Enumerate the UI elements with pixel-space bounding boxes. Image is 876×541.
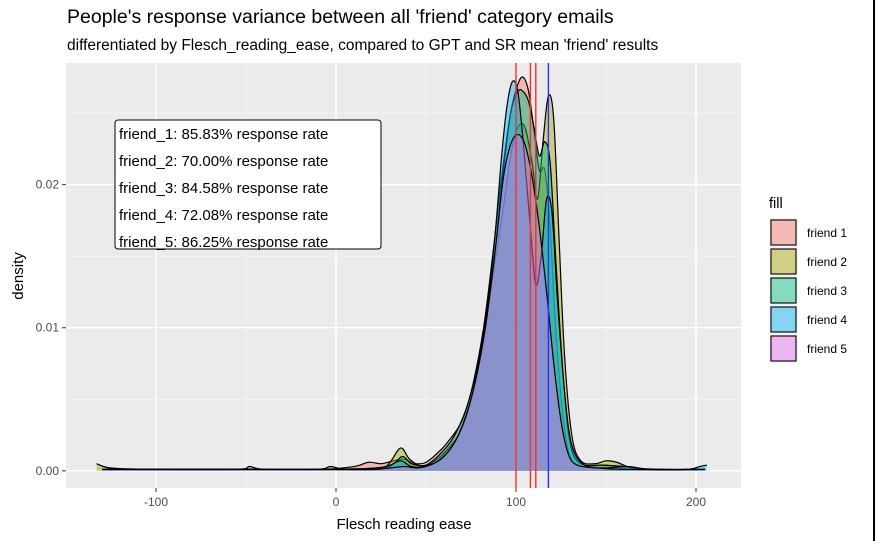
- legend-label-friend-2: friend 2: [807, 255, 847, 269]
- density-outline-friend-3: [102, 89, 706, 471]
- density-area-friend-4: [102, 80, 707, 471]
- reference-lines: [515, 63, 550, 488]
- x-tick-label: 100: [506, 495, 526, 509]
- x-axis: -100 0 100 200: [144, 488, 706, 509]
- annotation-line-5: friend_5: 86.25% response rate: [119, 234, 328, 251]
- y-axis: 0.00 0.01 0.02: [36, 178, 66, 478]
- annotation-box: [114, 119, 382, 250]
- density-area-friend-2: [96, 94, 706, 471]
- legend-key-friend-2: [770, 248, 797, 275]
- legend-key-bg-friend-4: [769, 305, 798, 334]
- annotation-line-4: friend_4: 72.08% response rate: [119, 207, 328, 224]
- density-area-friend-3: [102, 89, 705, 471]
- legend-label-friend-1: friend 1: [807, 226, 847, 240]
- legend-key-bg-friend-1: [769, 218, 798, 247]
- x-axis-title: Flesch reading ease: [336, 516, 471, 533]
- chart-subtitle: differentiated by Flesch_reading_ease, c…: [67, 37, 659, 54]
- y-tick-label: 0.02: [36, 178, 60, 192]
- legend-label-friend-3: friend 3: [807, 284, 847, 298]
- annotation-line-3: friend_3: 84.58% response rate: [119, 180, 328, 197]
- x-tick-label: -100: [144, 495, 168, 509]
- y-tick-label: 0.00: [36, 464, 60, 478]
- legend-key-bg-friend-5: [769, 334, 798, 363]
- annotation-line-1: friend_1: 85.83% response rate: [119, 126, 328, 143]
- legend-key-friend-5: [770, 335, 797, 362]
- y-tick-label: 0.01: [36, 321, 60, 335]
- legend-key-friend-1: [770, 219, 797, 246]
- y-axis-title: density: [10, 252, 27, 300]
- chart-title: People's response variance between all '…: [67, 6, 614, 28]
- window-edge: [873, 0, 875, 541]
- legend-key-friend-4: [770, 306, 797, 333]
- density-outline-friend-5: [102, 133, 706, 471]
- legend-title: fill: [769, 196, 783, 212]
- density-areas: [96, 76, 707, 471]
- x-tick-label: 0: [333, 495, 340, 509]
- response-rate-annotation: friend_1: 85.83% response rate friend_2:…: [114, 119, 382, 251]
- legend-key-friend-3: [770, 277, 797, 304]
- legend-key-bg-friend-3: [769, 276, 798, 305]
- x-tick-label: 200: [686, 495, 706, 509]
- legend-label-friend-4: friend 4: [807, 313, 847, 327]
- annotation-line-2: friend_2: 70.00% response rate: [119, 153, 328, 170]
- legend-key-bg-friend-2: [769, 247, 798, 276]
- density-area-friend-5: [102, 134, 705, 471]
- legend: fill friend 1 friend 2 friend 3 friend 4 fri…: [769, 196, 847, 363]
- legend-label-friend-5: friend 5: [807, 342, 847, 356]
